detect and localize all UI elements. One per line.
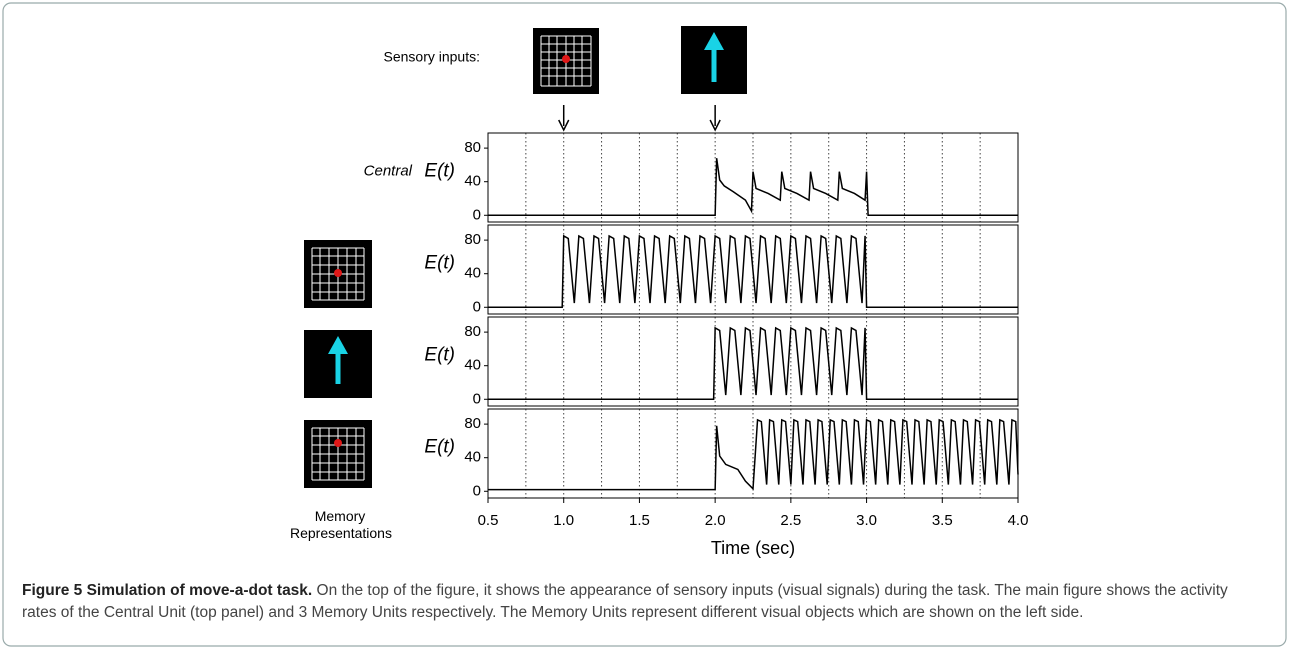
- panel-label: Central: [364, 162, 413, 179]
- y-axis-label: E(t): [424, 253, 455, 274]
- trace: [488, 158, 1018, 217]
- input-arrowhead: [709, 119, 721, 132]
- y-tick-label: 40: [464, 357, 481, 374]
- y-tick-label: 80: [464, 231, 481, 248]
- y-tick-label: 80: [464, 139, 481, 156]
- trace: [488, 326, 1018, 401]
- x-tick-label: 4.0: [1008, 512, 1029, 529]
- y-tick-label: 80: [464, 323, 481, 340]
- x-tick-label: 2.5: [780, 512, 801, 529]
- x-tick-label: 3.5: [932, 512, 953, 529]
- plot-frame: [487, 408, 1019, 499]
- sensory-label: Sensory inputs:: [384, 49, 481, 65]
- grid-icon: [304, 240, 372, 308]
- trace: [488, 418, 1019, 491]
- x-tick-label: 2.0: [705, 512, 726, 529]
- input-arrowhead: [558, 119, 570, 132]
- y-tick-label: 40: [464, 265, 481, 282]
- y-tick-label: 0: [473, 482, 481, 499]
- y-tick-label: 40: [464, 173, 481, 190]
- y-tick-label: 40: [464, 449, 481, 466]
- y-tick-label: 0: [473, 206, 481, 223]
- grid-icon: [533, 28, 599, 94]
- y-axis-label: E(t): [424, 437, 455, 458]
- plot-frame: [487, 316, 1019, 407]
- x-tick-label: 1.5: [629, 512, 650, 529]
- y-axis-label: E(t): [424, 345, 455, 366]
- arrow-icon: [681, 26, 747, 94]
- caption-text: On the top of the figure, it shows the a…: [22, 582, 1228, 621]
- x-tick-label: 0.5: [478, 512, 499, 529]
- x-tick-label: 1.0: [553, 512, 574, 529]
- y-tick-label: 80: [464, 415, 481, 432]
- arrow-icon: [304, 330, 372, 398]
- x-axis-label: Time (sec): [711, 538, 795, 558]
- plot-frame: [487, 132, 1019, 223]
- frame: [2, 2, 1287, 647]
- grid-icon: [304, 420, 372, 488]
- y-tick-label: 0: [473, 298, 481, 315]
- caption-label: Figure 5 Simulation of move-a-dot task.: [22, 582, 313, 599]
- y-axis-label: E(t): [424, 161, 455, 182]
- memory-label: Memory Representations: [290, 508, 392, 541]
- caption: Figure 5 Simulation of move-a-dot task. …: [22, 580, 1262, 624]
- plot-frame: [487, 224, 1019, 315]
- y-tick-label: 0: [473, 390, 481, 407]
- trace: [488, 234, 1018, 309]
- x-tick-label: 3.0: [856, 512, 877, 529]
